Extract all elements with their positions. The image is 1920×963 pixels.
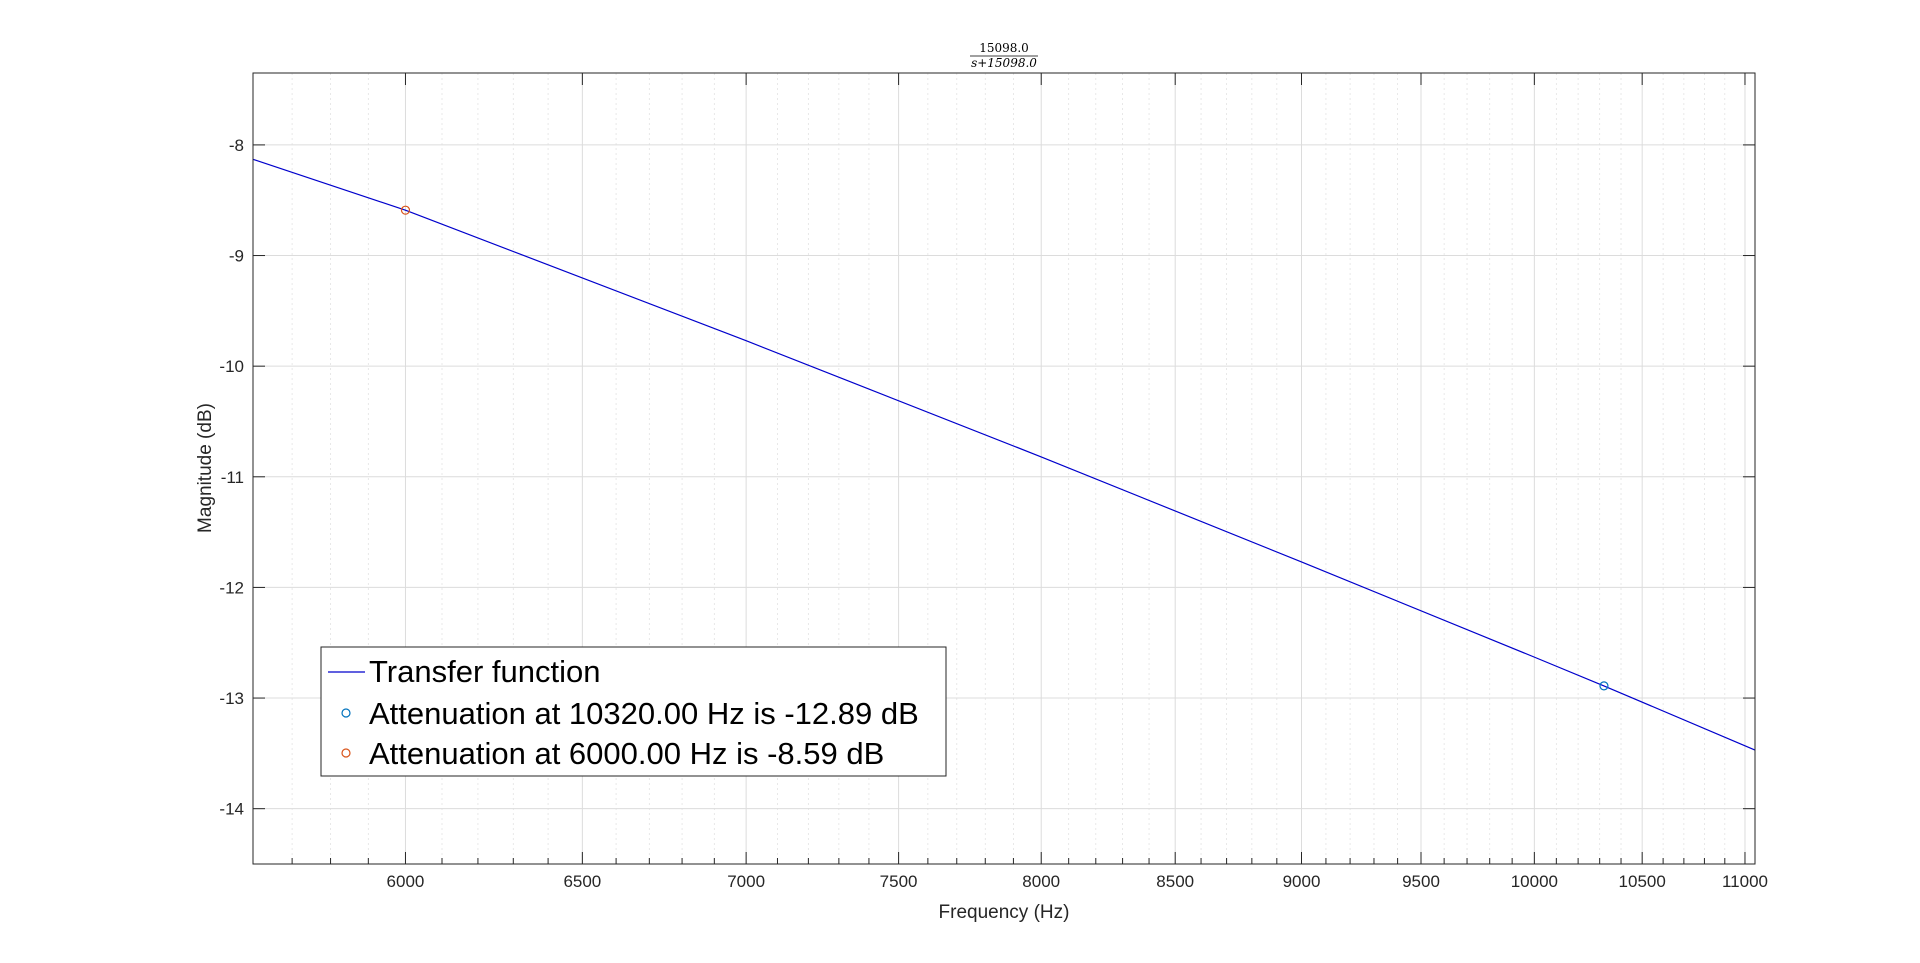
x-tick-label: 10000 [1511, 872, 1558, 891]
y-tick-label: -10 [219, 357, 244, 376]
attenuation-marker-6000 [400, 205, 411, 215]
legend-swatch-marker-6000 [341, 748, 351, 758]
axes-box [252, 72, 1756, 865]
transfer-function-line [252, 158, 1756, 751]
legend-box [320, 646, 947, 777]
title-denominator: s+15098.0 [971, 56, 1037, 70]
minor-grid [291, 73, 1726, 864]
x-tick-labels: 6000 6500 7000 7500 8000 8500 9000 9500 10000 105… [387, 872, 1768, 891]
x-tick-label: 6500 [563, 872, 601, 891]
series-layer [252, 158, 1756, 751]
legend: Transfer function Attenuation at 10320.0… [320, 646, 947, 777]
legend-swatch-marker-10320 [341, 708, 351, 718]
x-tick-label: 8500 [1156, 872, 1194, 891]
x-tick-label: 7500 [880, 872, 918, 891]
y-tick-label: -9 [229, 247, 244, 266]
y-tick-label: -11 [221, 468, 244, 487]
chart-title: 15098.0 s+15098.0 [970, 41, 1038, 70]
x-tick-label: 7000 [727, 872, 765, 891]
x-tick-label: 9500 [1402, 872, 1440, 891]
axis-ticks [253, 73, 1755, 864]
y-axis-label: Magnitude (dB) [195, 403, 216, 533]
legend-label-transfer-function: Transfer function [369, 654, 600, 689]
title-numerator: 15098.0 [979, 41, 1029, 55]
legend-label-marker-10320: Attenuation at 10320.00 Hz is -12.89 dB [369, 696, 919, 731]
y-tick-label: -13 [219, 689, 244, 708]
x-tick-label: 9000 [1283, 872, 1321, 891]
y-tick-label: -8 [229, 136, 244, 155]
y-tick-label: -12 [219, 578, 244, 597]
y-tick-label: -14 [219, 800, 244, 819]
y-tick-labels: -14 -13 -12 -11 -10 -9 -8 [219, 136, 244, 819]
x-tick-label: 11000 [1722, 872, 1768, 891]
x-axis-label: Frequency (Hz) [939, 902, 1070, 923]
x-tick-label: 10500 [1619, 872, 1666, 891]
x-tick-label: 6000 [387, 872, 425, 891]
x-tick-label: 8000 [1022, 872, 1060, 891]
attenuation-marker-10320 [1599, 681, 1609, 691]
legend-label-marker-6000: Attenuation at 6000.00 Hz is -8.59 dB [369, 736, 884, 771]
